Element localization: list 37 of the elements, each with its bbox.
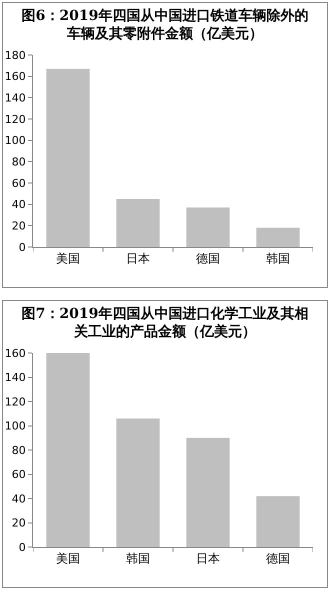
x-tick-label: 日本: [126, 251, 150, 266]
y-tick-label: 100: [4, 134, 26, 148]
y-tick-label: 140: [4, 371, 26, 384]
bar: [46, 68, 90, 247]
y-tick-label: 100: [4, 420, 26, 433]
x-tick-label: 美国: [56, 551, 80, 566]
y-tick-label: 40: [12, 198, 26, 212]
y-tick-label: 140: [4, 92, 26, 105]
y-tick-label: 0: [18, 540, 26, 554]
bar: [186, 208, 230, 247]
x-tick-label: 韩国: [266, 251, 290, 266]
y-tick-label: 80: [12, 156, 26, 169]
y-tick-label: 0: [18, 240, 26, 254]
chart-title: 图6：2019年四国从中国进口铁道车辆除外的车辆及其零附件金额（亿美元）: [20, 7, 310, 43]
y-tick-label: 80: [12, 444, 26, 457]
y-tick-label: 60: [12, 468, 26, 482]
bar: [256, 496, 300, 547]
y-tick-label: 120: [4, 395, 26, 408]
y-tick-label: 120: [4, 112, 26, 126]
y-tick-label: 180: [4, 48, 26, 62]
y-tick-label: 20: [12, 516, 26, 530]
y-tick-label: 160: [4, 346, 26, 360]
y-tick-label: 60: [12, 176, 26, 190]
bar: [116, 199, 160, 247]
bar: [186, 438, 230, 547]
y-tick-label: 160: [4, 70, 26, 84]
y-tick-label: 20: [12, 220, 26, 233]
x-tick-label: 日本: [196, 551, 220, 566]
x-tick-label: 韩国: [126, 551, 150, 566]
x-tick-label: 美国: [56, 251, 80, 266]
x-tick-label: 德国: [196, 251, 220, 266]
chart-title: 图7：2019年四国从中国进口化学工业及其相关工业的产品金额（亿美元）: [20, 305, 310, 341]
bar: [256, 228, 300, 247]
y-tick-label: 40: [12, 492, 26, 506]
bar: [116, 418, 160, 547]
bar: [46, 353, 90, 547]
x-tick-label: 德国: [266, 551, 290, 566]
